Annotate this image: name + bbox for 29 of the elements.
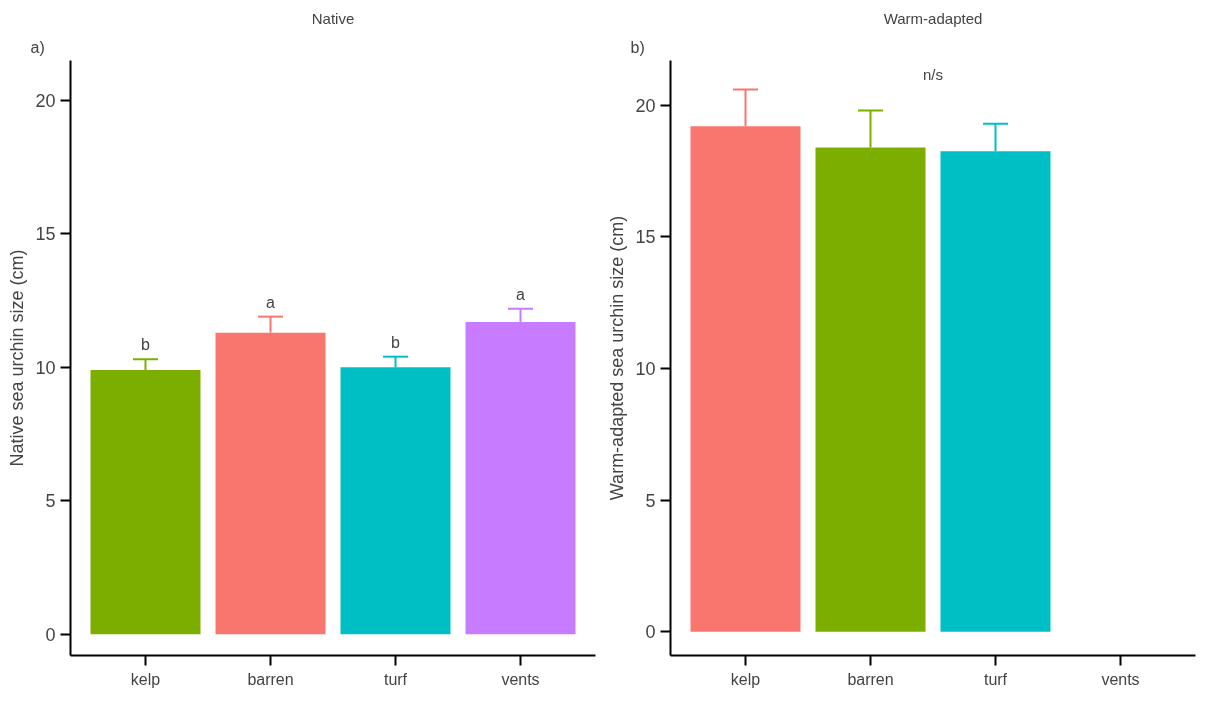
text: a) (30, 38, 45, 56)
text: b) (630, 38, 645, 56)
y-tick-label: 10 (35, 357, 56, 378)
y-tick-label: 0 (45, 624, 56, 645)
chart-title: Native (311, 9, 355, 27)
y-tick-label: 0 (645, 622, 656, 643)
y-axis-title: Native sea urchin size (cm) (7, 249, 28, 467)
x-tick-label: turf (983, 670, 1008, 688)
x-tick-label: turf (383, 670, 408, 688)
annotation: a (516, 285, 526, 303)
y-tick-label: 15 (635, 227, 656, 248)
y-tick-label: 10 (635, 359, 656, 380)
y-axis-title: Warm-adapted sea urchin size (cm) (607, 215, 628, 501)
chart-title: Warm-adapted (883, 9, 983, 27)
x-tick-label: kelp (730, 670, 761, 688)
annotation: n/s (923, 65, 944, 83)
y-tick-label: 5 (645, 490, 656, 511)
x-tick-label: vents (1101, 670, 1140, 688)
annotation: a (266, 293, 276, 311)
y-tick-label: 15 (35, 224, 56, 245)
x-tick-label: barren (247, 670, 294, 688)
annotation: b (391, 333, 401, 351)
y-tick-label: 5 (45, 491, 56, 512)
y-tick-label: 20 (35, 91, 56, 112)
x-tick-label: barren (847, 670, 894, 688)
x-tick-label: vents (501, 670, 540, 688)
y-tick-label: 20 (635, 95, 656, 116)
x-tick-label: kelp (130, 670, 161, 688)
annotation: b (141, 336, 151, 354)
